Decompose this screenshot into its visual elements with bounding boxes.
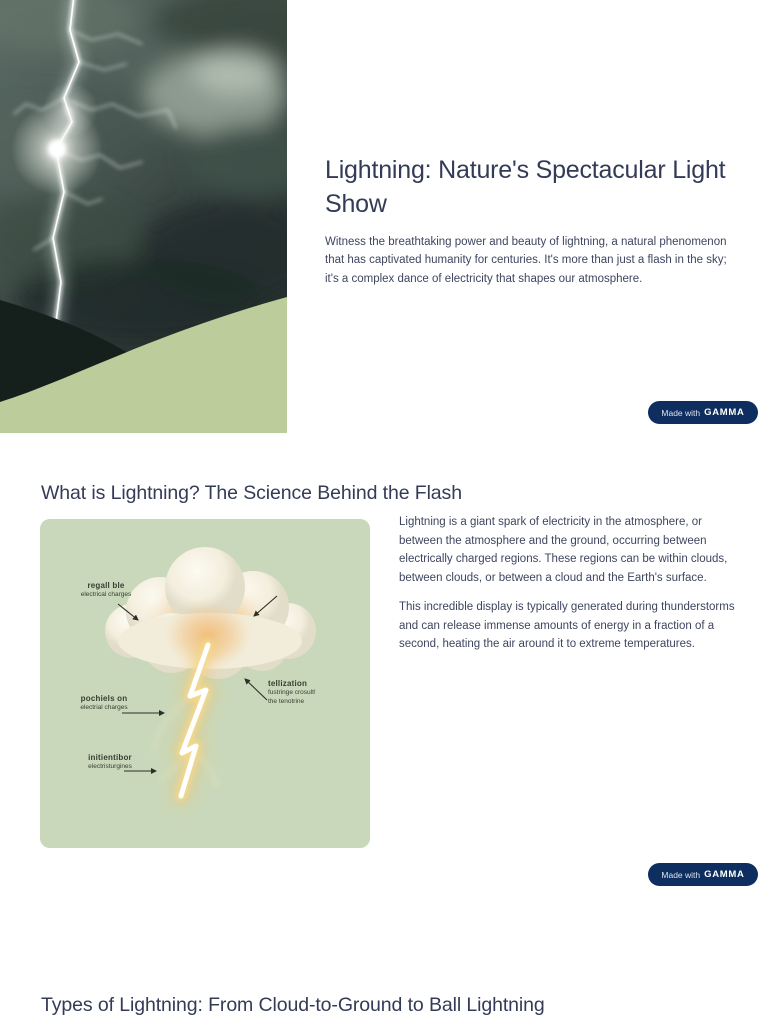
science-text-column: Lightning is a giant spark of electricit… (399, 513, 745, 665)
science-paragraph-2: This incredible display is typically gen… (399, 601, 735, 650)
section-heading-types: Types of Lightning: From Cloud-to-Ground… (41, 994, 545, 1017)
badge-prefix: Made with (661, 869, 701, 880)
section-heading-science: What is Lightning? The Science Behind th… (41, 482, 462, 505)
diagram-label-sub: electrical charges (80, 591, 132, 598)
science-paragraph-1: Lightning is a giant spark of electricit… (399, 516, 728, 584)
diagram-label-sub2: the tenotrine (268, 698, 305, 706)
diagram-label-title: initientibor (88, 753, 132, 762)
diagram-label-sub: fustringe crosult! (268, 689, 316, 696)
diagram-label-pochiels: pochiels on electrial charges (54, 694, 154, 712)
gamma-logo: GAMMA (704, 869, 745, 880)
diagram-label-regall: regall ble electrical charges (56, 581, 156, 599)
diagram-label-sub: electristurgines (88, 763, 132, 770)
badge-prefix: Made with (661, 407, 701, 418)
diagram-label-sub: electrial charges (80, 704, 128, 711)
lightning-storm-photo (0, 0, 345, 433)
cloud-lightning-art (40, 519, 370, 848)
made-with-gamma-badge[interactable]: Made with GAMMA (648, 863, 758, 886)
diagram-label-title: regall ble (87, 581, 125, 590)
gamma-logo: GAMMA (704, 407, 745, 418)
diagram-label-title: pochiels on (80, 694, 128, 703)
diagram-label-tellization: tellization fustringe crosult! the tenot… (268, 679, 363, 707)
annotation-arrows (117, 595, 278, 774)
made-with-gamma-badge[interactable]: Made with GAMMA (648, 401, 758, 424)
lightning-diagram: regall ble electrical charges pochiels o… (40, 519, 370, 848)
page-title: Lightning: Nature's Spectacular Light Sh… (325, 155, 726, 218)
lightning-photo-art (0, 0, 345, 433)
intro-paragraph: Witness the breathtaking power and beaut… (325, 235, 727, 285)
diagram-label-title: tellization (268, 679, 308, 688)
diagram-label-initientibor: initientibor electristurgines (60, 753, 160, 771)
